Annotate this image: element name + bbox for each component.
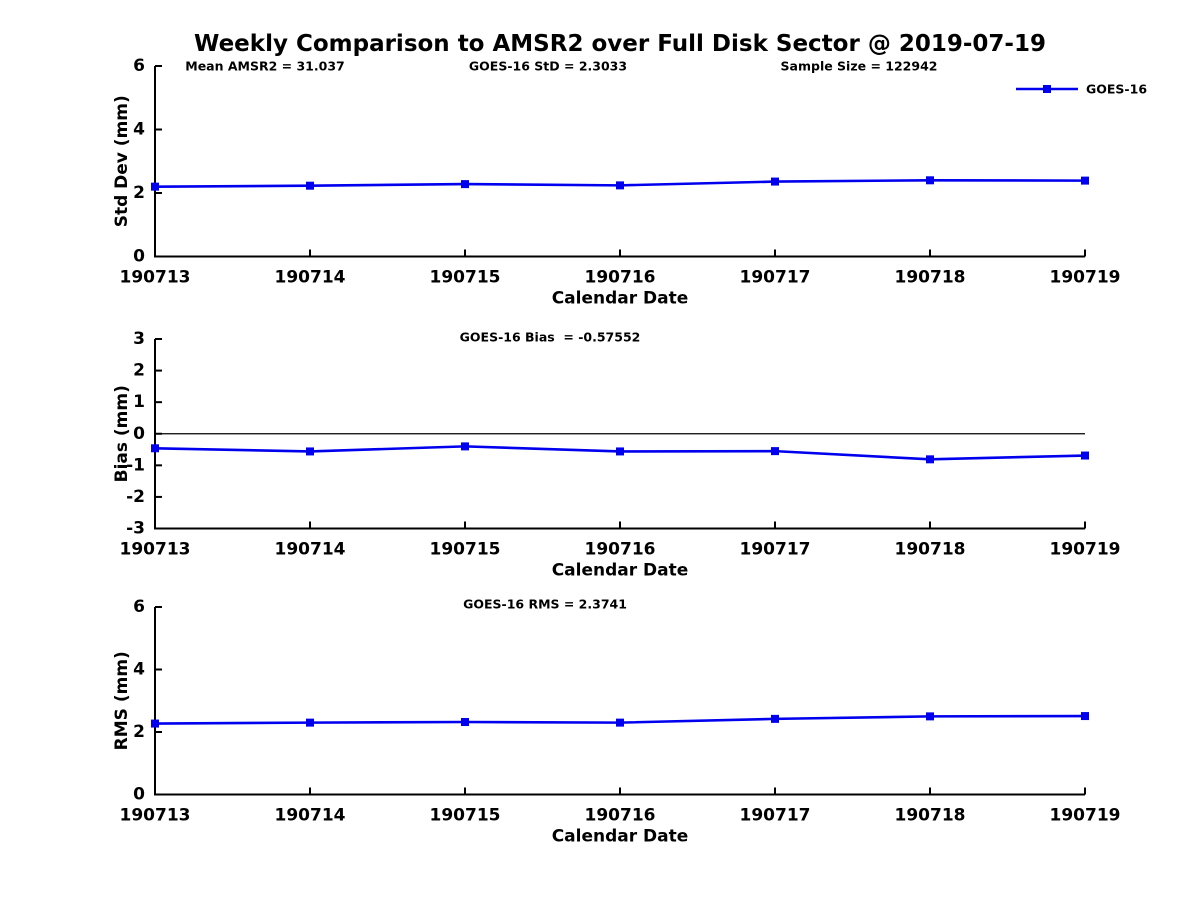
data-marker (1081, 451, 1089, 460)
data-marker (926, 455, 934, 464)
x-tick-label: 190716 (585, 540, 656, 560)
x-tick-label: 190715 (430, 540, 501, 560)
y-tick-label: 2 (133, 361, 145, 381)
x-axis-title: Calendar Date (552, 289, 689, 309)
data-marker (306, 447, 314, 456)
data-marker (306, 718, 314, 727)
data-marker (151, 182, 159, 191)
x-tick-label: 190717 (740, 806, 811, 826)
legend-label: GOES-16 (1086, 82, 1147, 97)
x-tick-label: 190716 (585, 268, 656, 288)
y-axis-title: Bias (mm) (112, 385, 132, 482)
x-tick-label: 190715 (430, 806, 501, 826)
data-marker (926, 176, 934, 185)
x-tick-label: 190714 (275, 540, 346, 560)
chart-title: Weekly Comparison to AMSR2 over Full Dis… (194, 31, 1046, 57)
annotation: GOES-16 RMS = 2.3741 (463, 597, 627, 612)
x-tick-label: 190716 (585, 806, 656, 826)
x-tick-label: 190719 (1050, 806, 1121, 826)
x-tick-label: 190714 (275, 268, 346, 288)
data-marker (771, 177, 779, 186)
data-marker (1081, 712, 1089, 721)
x-tick-label: 190715 (430, 268, 501, 288)
y-axis-title: RMS (mm) (112, 651, 132, 750)
x-tick-label: 190713 (120, 806, 191, 826)
data-marker (306, 181, 314, 190)
y-tick-label: 6 (133, 56, 145, 76)
y-tick-label: 1 (133, 392, 145, 412)
data-marker (461, 180, 469, 189)
x-tick-label: 190713 (120, 540, 191, 560)
y-tick-label: 2 (133, 183, 145, 203)
y-tick-label: -2 (126, 487, 145, 507)
data-marker (771, 714, 779, 723)
y-tick-label: 3 (133, 329, 145, 349)
x-tick-label: 190717 (740, 540, 811, 560)
y-axis-title: Std Dev (mm) (112, 95, 132, 227)
y-tick-label: 2 (133, 722, 145, 742)
annotation: Sample Size = 122942 (781, 59, 938, 74)
y-tick-label: -1 (126, 455, 145, 475)
legend-marker (1043, 85, 1051, 93)
x-tick-label: 190718 (895, 806, 966, 826)
data-marker (151, 719, 159, 728)
data-marker (151, 444, 159, 453)
y-tick-label: 0 (133, 424, 145, 444)
data-marker (461, 718, 469, 726)
data-marker (616, 447, 624, 456)
x-tick-label: 190713 (120, 268, 191, 288)
y-tick-label: -3 (126, 519, 145, 539)
y-tick-label: 0 (133, 785, 145, 805)
x-tick-label: 190719 (1050, 268, 1121, 288)
data-marker (926, 712, 934, 721)
data-marker (771, 447, 779, 456)
data-marker (616, 718, 624, 727)
x-axis-title: Calendar Date (552, 827, 689, 847)
x-tick-label: 190719 (1050, 540, 1121, 560)
data-marker (461, 442, 469, 451)
y-tick-label: 6 (133, 597, 145, 617)
y-tick-label: 0 (133, 247, 145, 267)
y-tick-label: 4 (133, 660, 145, 680)
x-tick-label: 190717 (740, 268, 811, 288)
x-axis-title: Calendar Date (552, 561, 689, 581)
annotation: Mean AMSR2 = 31.037 (185, 59, 344, 74)
x-tick-label: 190718 (895, 540, 966, 560)
data-marker (1081, 176, 1089, 185)
x-tick-label: 190714 (275, 806, 346, 826)
annotation: GOES-16 StD = 2.3033 (469, 59, 627, 74)
annotation: GOES-16 Bias = -0.57552 (460, 330, 641, 345)
data-marker (616, 181, 624, 190)
x-tick-label: 190718 (895, 268, 966, 288)
y-tick-label: 4 (133, 120, 145, 140)
